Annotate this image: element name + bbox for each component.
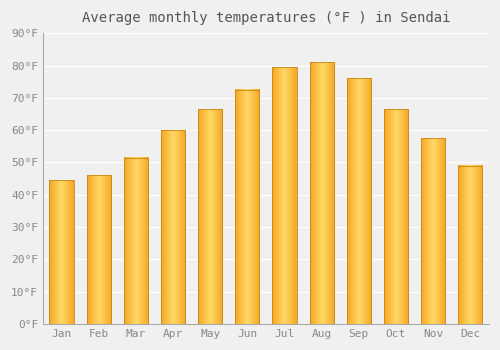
Bar [161,130,185,324]
Bar [236,90,260,324]
Bar [347,78,371,324]
Bar [86,175,111,324]
Bar [124,158,148,324]
Bar [384,109,408,324]
Bar [272,67,296,324]
Bar [458,166,482,324]
Bar [310,62,334,324]
Bar [198,109,222,324]
Bar [50,180,74,324]
Title: Average monthly temperatures (°F ) in Sendai: Average monthly temperatures (°F ) in Se… [82,11,450,25]
Bar [421,138,445,324]
